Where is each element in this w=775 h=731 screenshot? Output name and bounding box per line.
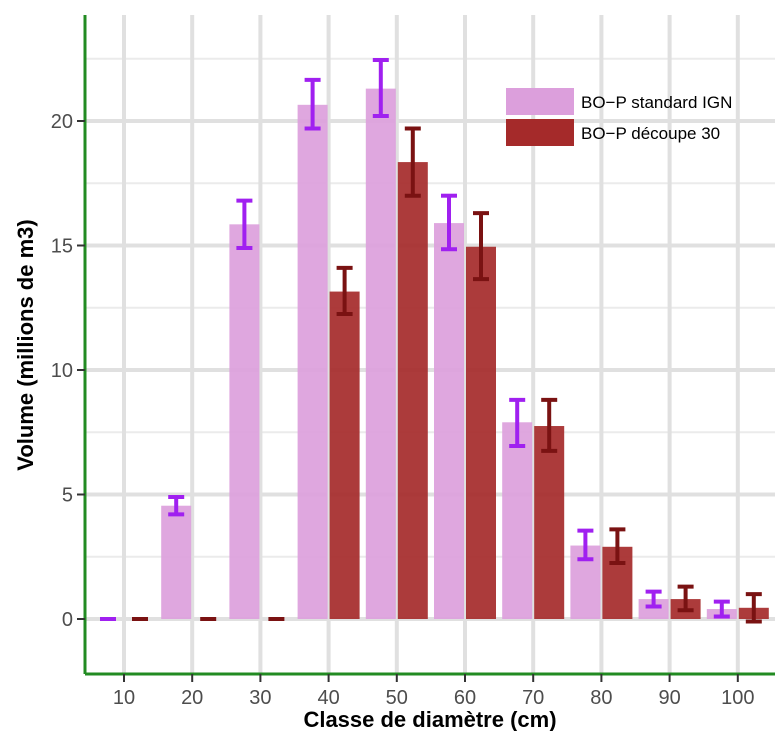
y-tick-labels: 0 5 10 15 20	[51, 111, 85, 631]
error-bar-decoupe-40	[336, 265, 353, 316]
x-tick-label: 10	[113, 687, 135, 709]
bar-decoupe-40	[329, 291, 360, 619]
legend-key-standard	[506, 88, 574, 115]
legend-label-decoupe: BO−P découpe 30	[581, 124, 720, 143]
error-bar-decoupe-100	[745, 592, 762, 624]
bar-decoupe-70	[534, 426, 565, 619]
x-tick-label: 30	[249, 687, 271, 709]
error-bar-standard-70	[509, 397, 526, 448]
legend: BO−P standard IGN BO−P découpe 30	[506, 88, 732, 146]
x-tick-label: 40	[317, 687, 339, 709]
y-axis-title: Volume (millions de m3)	[13, 219, 38, 470]
y-tick-label: 20	[51, 111, 73, 133]
grid-lines	[85, 15, 775, 674]
bars	[161, 88, 769, 619]
y-tick-label: 5	[62, 485, 73, 507]
y-tick-label: 0	[62, 609, 73, 631]
x-tick-label: 90	[658, 687, 680, 709]
y-tick-label: 15	[51, 236, 73, 258]
error-bar-decoupe-80	[609, 527, 626, 565]
error-bars	[100, 57, 762, 624]
error-bar-standard-100	[713, 599, 730, 619]
error-bar-standard-80	[577, 528, 594, 562]
bar-standard-40	[297, 104, 328, 619]
error-bar-decoupe-90	[677, 584, 694, 613]
x-tick-label: 50	[386, 687, 408, 709]
bar-standard-20	[161, 505, 192, 619]
x-tick-label: 60	[454, 687, 476, 709]
bar-decoupe-50	[397, 162, 428, 619]
bar-standard-90	[638, 599, 669, 619]
x-tick-label: 80	[590, 687, 612, 709]
bar-standard-70	[502, 422, 533, 619]
error-bar-standard-40	[304, 77, 321, 131]
error-bar-standard-90	[645, 589, 662, 609]
error-bar-decoupe-70	[541, 397, 558, 453]
bar-standard-60	[434, 223, 464, 619]
x-tick-label: 100	[721, 687, 754, 709]
legend-key-decoupe	[506, 119, 574, 146]
x-axis-title: Classe de diamètre (cm)	[303, 707, 556, 731]
x-tick-label: 70	[522, 687, 544, 709]
error-bar-standard-20	[168, 494, 185, 517]
legend-label-standard: BO−P standard IGN	[581, 93, 732, 112]
bar-standard-30	[229, 224, 260, 619]
bar-standard-50	[365, 88, 396, 619]
bar-decoupe-60	[466, 246, 496, 619]
error-bar-decoupe-60	[473, 211, 489, 282]
y-tick-label: 10	[51, 360, 73, 382]
error-bar-standard-30	[236, 198, 253, 250]
x-tick-labels: 10 20 30 40 50 60 70 80 90 100	[113, 674, 754, 709]
error-bar-decoupe-50	[404, 126, 421, 198]
error-bar-standard-60	[441, 193, 457, 252]
error-bar-standard-50	[372, 57, 389, 119]
axes	[83, 15, 775, 676]
x-tick-label: 20	[181, 687, 203, 709]
